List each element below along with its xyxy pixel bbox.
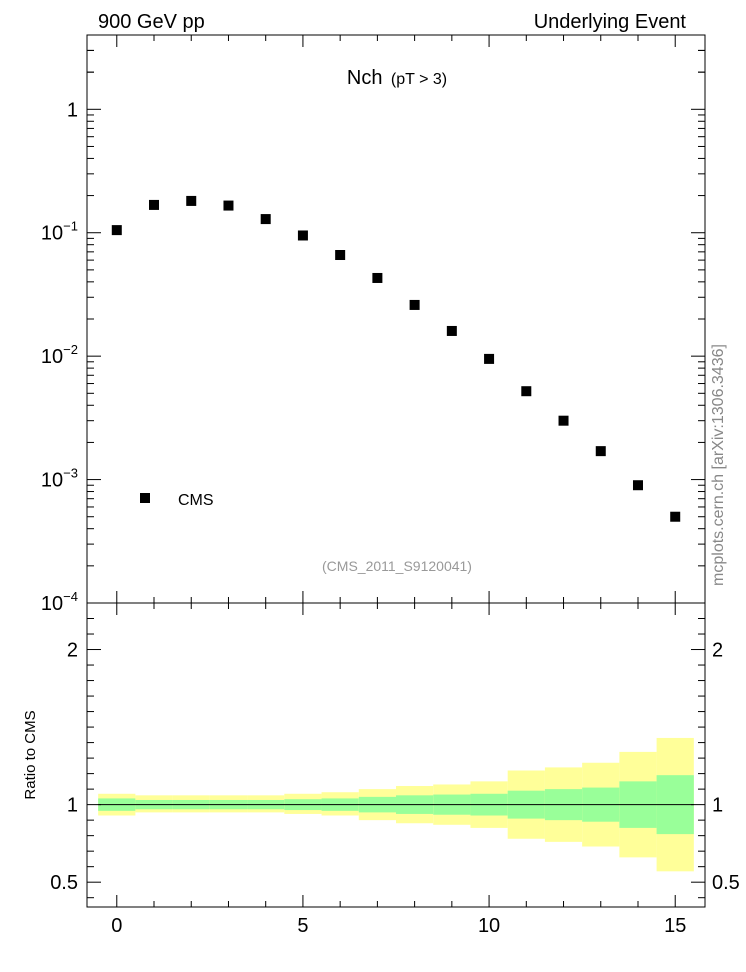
legend-marker <box>140 493 150 503</box>
data-point <box>111 225 122 236</box>
ratio-y-tick-label-right: 0.5 <box>712 872 740 894</box>
ratio-y-tick-label: 2 <box>67 640 78 662</box>
legend-label: CMS <box>178 492 214 509</box>
x-tick-label: 15 <box>664 915 686 937</box>
data-point <box>632 480 643 491</box>
x-tick-label: 5 <box>297 915 308 937</box>
plot-title-sub: (pT > 3) <box>391 71 447 88</box>
main-plot: (CMS_2011_S9120041) 1 10−1 10−2 10−3 10−4 CMS <box>41 34 706 615</box>
ratio-y-tick-label: 1 <box>67 795 78 817</box>
data-point <box>409 299 420 310</box>
data-point <box>521 386 532 397</box>
data-point <box>297 230 308 241</box>
y-tick-label: 10−2 <box>41 342 78 368</box>
data-point <box>335 250 346 261</box>
data-point <box>149 199 160 210</box>
y-tick-label: 10−4 <box>41 589 78 615</box>
data-point <box>670 511 681 522</box>
x-tick-label: 10 <box>478 915 500 937</box>
ratio-y-tick-label-right: 2 <box>712 640 723 662</box>
analysis-watermark: (CMS_2011_S9120041) <box>322 558 472 574</box>
y-tick-label: 1 <box>67 99 78 121</box>
energy-label: 900 GeV pp <box>98 11 205 33</box>
ratio-y-axis-label: Ratio to CMS <box>22 710 39 799</box>
y-tick-label: 10−1 <box>41 219 78 245</box>
data-point <box>558 415 569 426</box>
plot-title: Nch (pT > 3) <box>347 67 447 89</box>
x-tick-label: 0 <box>111 915 122 937</box>
data-point <box>186 195 197 206</box>
data-point <box>372 272 383 283</box>
main-plot-frame <box>86 34 706 604</box>
data-point <box>484 353 495 364</box>
ratio-y-tick-label-right: 1 <box>712 795 723 817</box>
y-tick-label: 10−3 <box>41 466 78 492</box>
data-point <box>223 200 234 211</box>
data-point <box>595 446 606 457</box>
ratio-plot-frame <box>86 602 706 908</box>
data-point <box>260 214 271 225</box>
plot-title-main: Nch <box>347 67 383 89</box>
ratio-plot: 0 5 10 15 0.5 0.5 1 1 2 2 Ratio to CMS <box>22 602 740 937</box>
ratio-y-tick-label: 0.5 <box>50 872 78 894</box>
analysis-category-label: Underlying Event <box>534 11 687 33</box>
data-point <box>446 325 457 336</box>
source-side-label: mcplots.cern.ch [arXiv:1306.3436] <box>710 344 727 586</box>
